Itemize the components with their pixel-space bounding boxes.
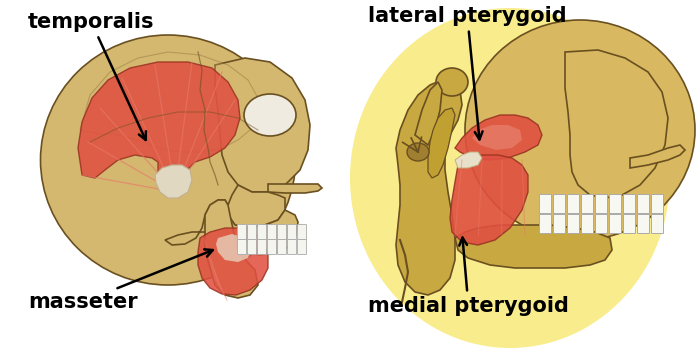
Polygon shape bbox=[205, 200, 258, 298]
Polygon shape bbox=[450, 155, 528, 245]
Text: medial pterygoid: medial pterygoid bbox=[368, 237, 569, 316]
Ellipse shape bbox=[244, 94, 296, 136]
Polygon shape bbox=[216, 234, 252, 262]
Polygon shape bbox=[80, 52, 258, 152]
FancyBboxPatch shape bbox=[624, 194, 636, 214]
FancyBboxPatch shape bbox=[568, 215, 580, 234]
Polygon shape bbox=[565, 50, 668, 198]
Polygon shape bbox=[155, 165, 192, 198]
Text: temporalis: temporalis bbox=[28, 12, 155, 140]
FancyBboxPatch shape bbox=[288, 225, 297, 240]
FancyBboxPatch shape bbox=[267, 240, 276, 255]
Polygon shape bbox=[455, 152, 482, 168]
FancyBboxPatch shape bbox=[554, 215, 566, 234]
FancyBboxPatch shape bbox=[638, 194, 650, 214]
FancyBboxPatch shape bbox=[237, 240, 246, 255]
Polygon shape bbox=[630, 145, 685, 168]
FancyBboxPatch shape bbox=[298, 225, 307, 240]
Polygon shape bbox=[472, 125, 522, 150]
FancyBboxPatch shape bbox=[596, 194, 608, 214]
FancyBboxPatch shape bbox=[540, 194, 552, 214]
Polygon shape bbox=[78, 62, 240, 195]
FancyBboxPatch shape bbox=[652, 194, 664, 214]
FancyBboxPatch shape bbox=[277, 240, 286, 255]
FancyBboxPatch shape bbox=[277, 225, 286, 240]
FancyBboxPatch shape bbox=[638, 215, 650, 234]
Polygon shape bbox=[455, 115, 542, 160]
FancyBboxPatch shape bbox=[248, 225, 256, 240]
FancyBboxPatch shape bbox=[554, 194, 566, 214]
FancyBboxPatch shape bbox=[624, 215, 636, 234]
FancyBboxPatch shape bbox=[258, 240, 267, 255]
Polygon shape bbox=[268, 184, 322, 193]
FancyBboxPatch shape bbox=[248, 240, 256, 255]
Ellipse shape bbox=[407, 143, 429, 161]
FancyBboxPatch shape bbox=[582, 215, 594, 234]
FancyBboxPatch shape bbox=[237, 225, 246, 240]
Polygon shape bbox=[396, 80, 462, 295]
Polygon shape bbox=[428, 108, 455, 178]
Polygon shape bbox=[215, 58, 310, 192]
FancyBboxPatch shape bbox=[258, 225, 267, 240]
FancyBboxPatch shape bbox=[288, 240, 297, 255]
Polygon shape bbox=[228, 185, 285, 228]
Polygon shape bbox=[165, 200, 298, 255]
FancyBboxPatch shape bbox=[298, 240, 307, 255]
Text: lateral pterygoid: lateral pterygoid bbox=[368, 6, 566, 140]
FancyBboxPatch shape bbox=[652, 215, 664, 234]
FancyBboxPatch shape bbox=[610, 194, 622, 214]
Polygon shape bbox=[415, 82, 442, 145]
Ellipse shape bbox=[436, 68, 468, 96]
Ellipse shape bbox=[465, 20, 695, 240]
FancyBboxPatch shape bbox=[596, 215, 608, 234]
Polygon shape bbox=[455, 225, 612, 268]
FancyBboxPatch shape bbox=[267, 225, 276, 240]
FancyBboxPatch shape bbox=[610, 215, 622, 234]
FancyBboxPatch shape bbox=[582, 194, 594, 214]
FancyBboxPatch shape bbox=[568, 194, 580, 214]
Text: masseter: masseter bbox=[28, 249, 213, 312]
Polygon shape bbox=[198, 228, 268, 295]
Ellipse shape bbox=[41, 35, 295, 285]
Ellipse shape bbox=[350, 8, 670, 348]
FancyBboxPatch shape bbox=[540, 215, 552, 234]
